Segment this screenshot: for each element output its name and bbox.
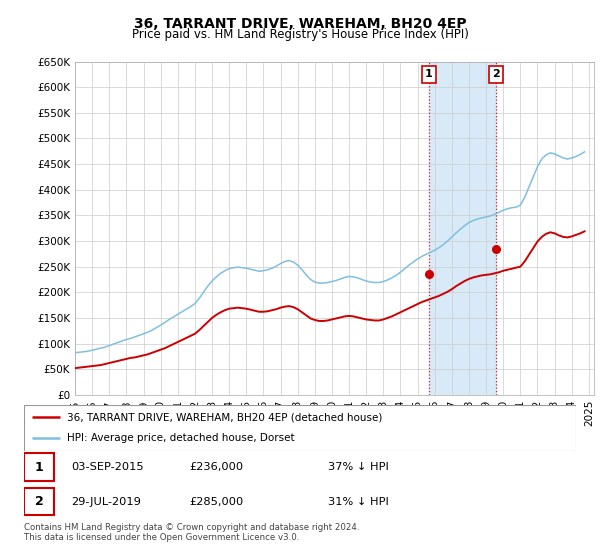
Text: 36, TARRANT DRIVE, WAREHAM, BH20 4EP (detached house): 36, TARRANT DRIVE, WAREHAM, BH20 4EP (de… <box>67 412 382 422</box>
Text: 1: 1 <box>425 69 433 80</box>
Text: 2: 2 <box>492 69 500 80</box>
Bar <box>24 488 55 515</box>
Text: 29-JUL-2019: 29-JUL-2019 <box>71 497 141 507</box>
Text: Price paid vs. HM Land Registry's House Price Index (HPI): Price paid vs. HM Land Registry's House … <box>131 28 469 41</box>
Text: HPI: Average price, detached house, Dorset: HPI: Average price, detached house, Dors… <box>67 433 295 444</box>
Text: 1: 1 <box>35 460 44 474</box>
Text: 2: 2 <box>35 495 44 508</box>
Text: 31% ↓ HPI: 31% ↓ HPI <box>328 497 388 507</box>
Text: £285,000: £285,000 <box>190 497 244 507</box>
Text: 03-SEP-2015: 03-SEP-2015 <box>71 462 143 472</box>
Bar <box>24 454 55 480</box>
Bar <box>429 62 496 395</box>
Text: £236,000: £236,000 <box>190 462 244 472</box>
Text: 36, TARRANT DRIVE, WAREHAM, BH20 4EP: 36, TARRANT DRIVE, WAREHAM, BH20 4EP <box>134 17 466 31</box>
Text: 37% ↓ HPI: 37% ↓ HPI <box>328 462 388 472</box>
Text: Contains HM Land Registry data © Crown copyright and database right 2024.
This d: Contains HM Land Registry data © Crown c… <box>24 523 359 543</box>
